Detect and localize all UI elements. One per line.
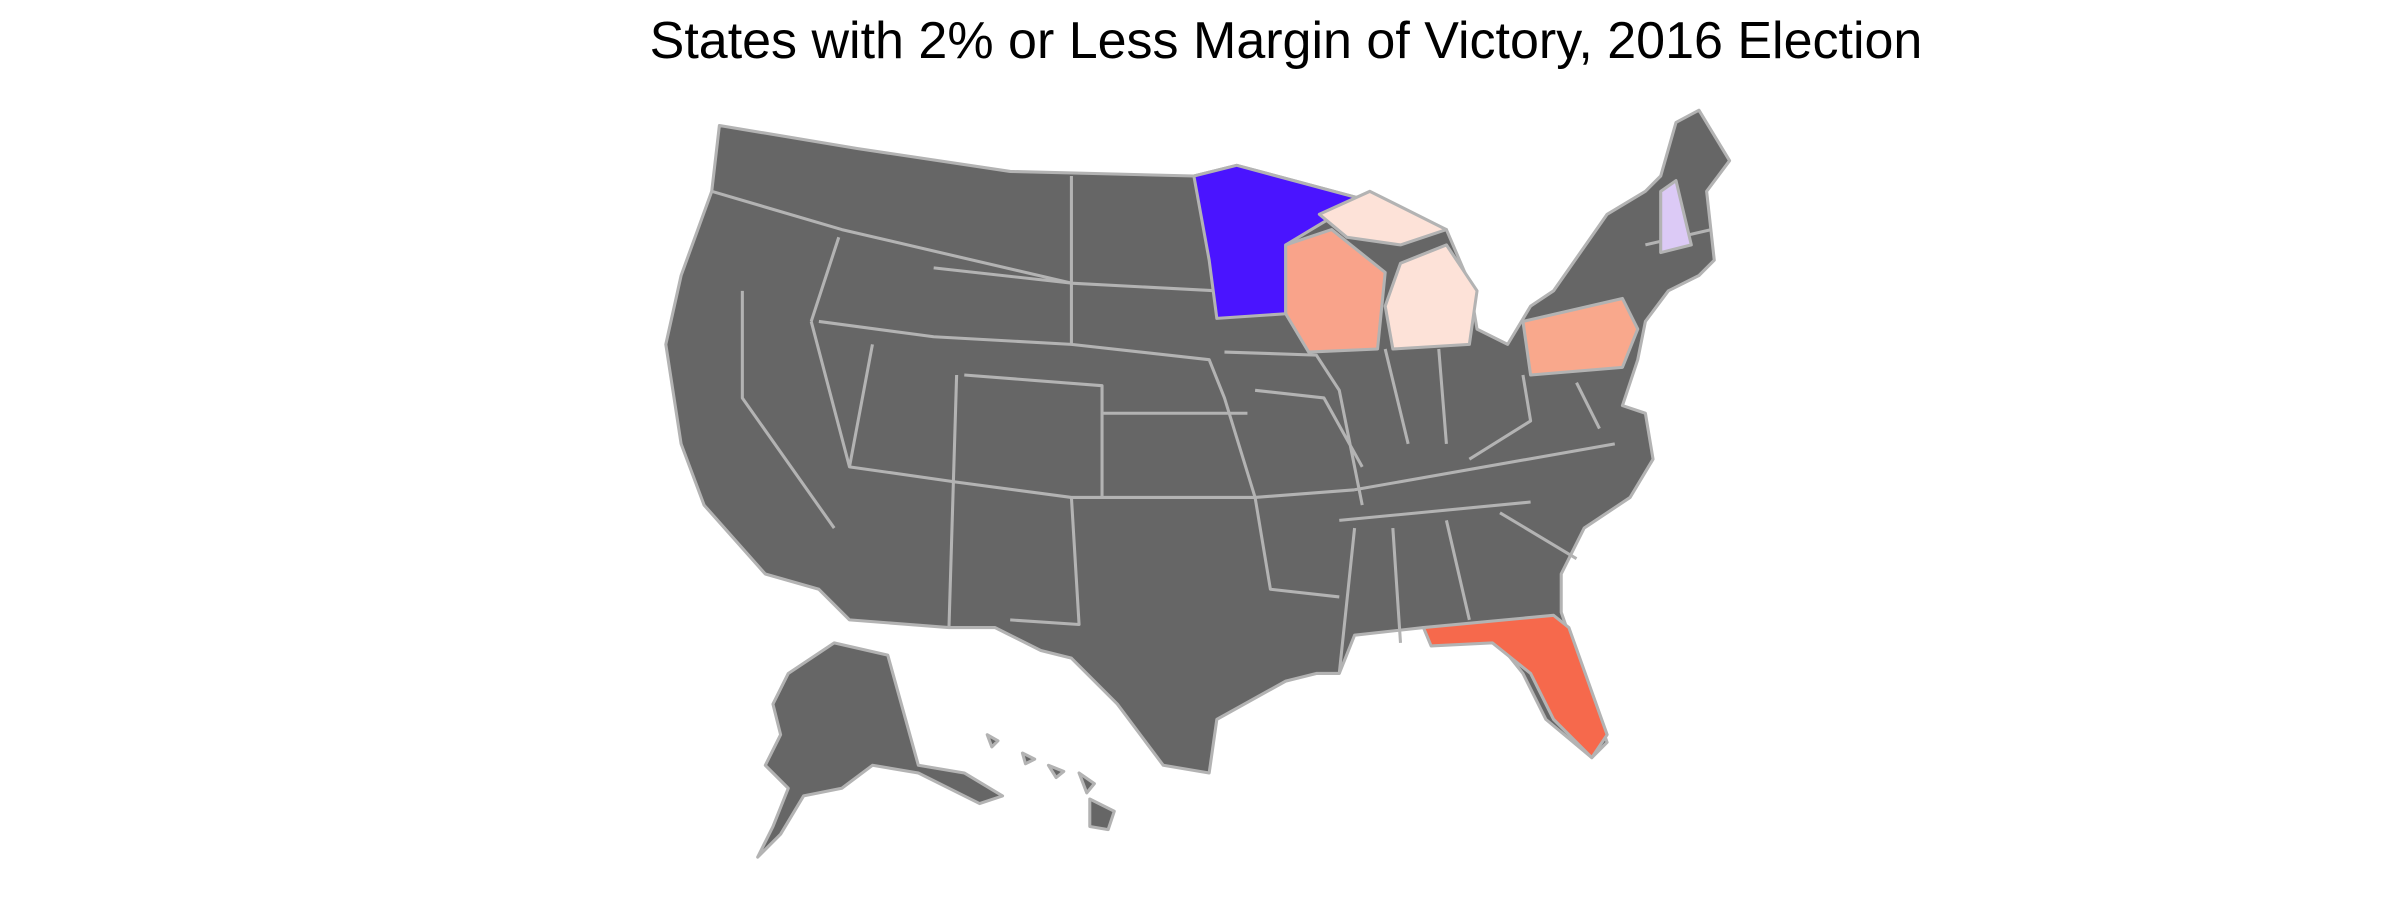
state-highlight [1421, 613, 1609, 760]
state-borders [711, 176, 1712, 674]
hawaii [985, 733, 1116, 832]
map-title: States with 2% or Less Margin of Victory… [650, 12, 1923, 70]
alaska [756, 641, 1005, 859]
state-highlight [1317, 189, 1479, 351]
state-highlight [1521, 296, 1640, 377]
us-map [664, 108, 1732, 859]
state-highlight [1659, 179, 1693, 255]
state-highlight [1284, 228, 1387, 354]
